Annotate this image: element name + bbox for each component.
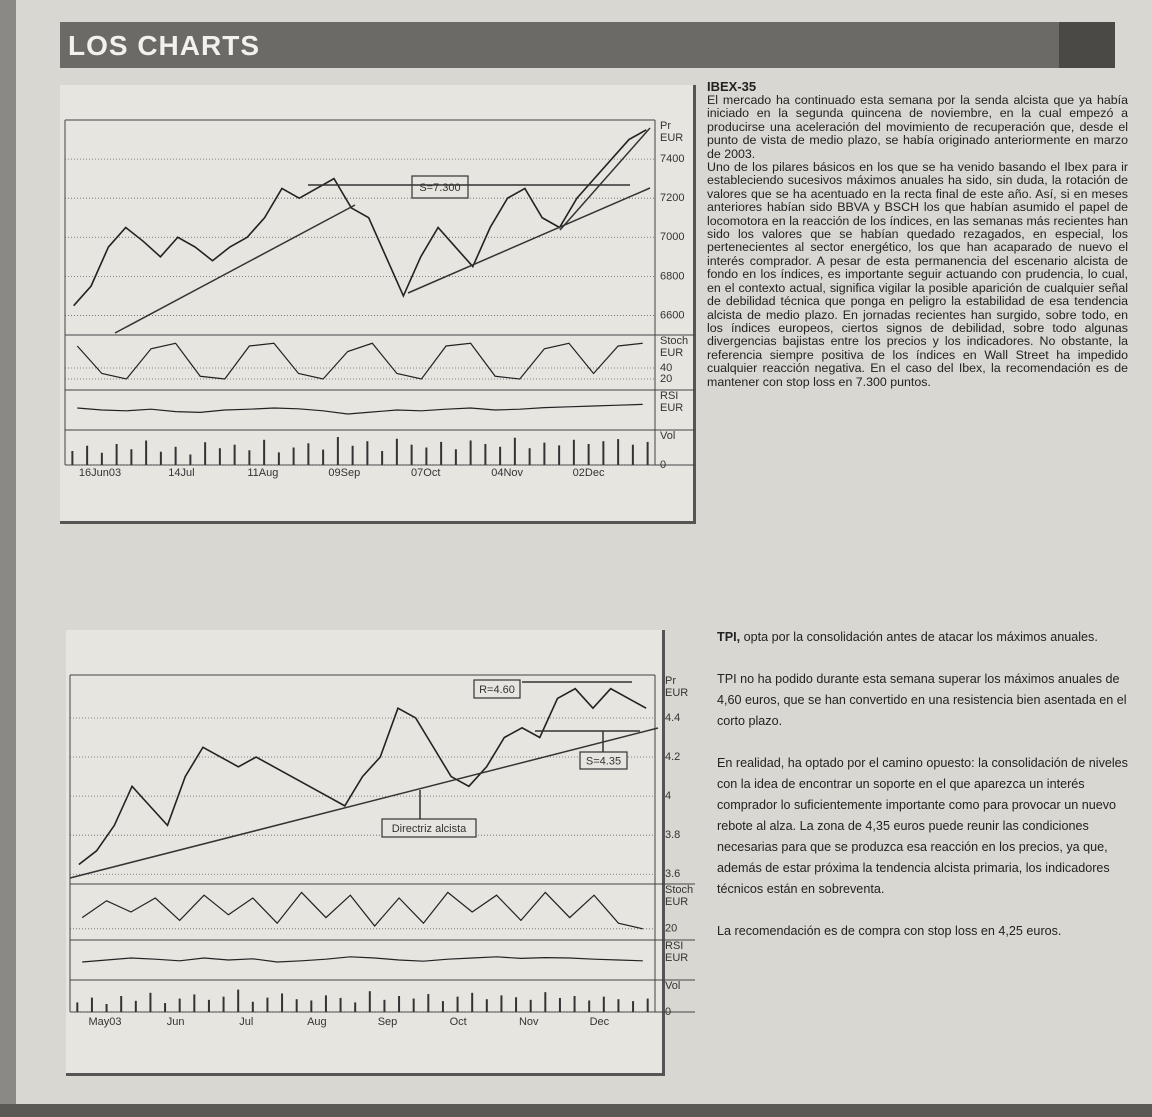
y-tick-label: 0 bbox=[660, 459, 666, 471]
panel-label: EUR bbox=[665, 687, 688, 699]
y-tick-label: 3.6 bbox=[665, 868, 680, 880]
panel-label: EUR bbox=[660, 347, 683, 359]
panel-label: Vol bbox=[665, 980, 680, 992]
y-tick-label: 40 bbox=[660, 362, 672, 374]
panel-label: Vol bbox=[660, 430, 675, 442]
bottom-bar bbox=[0, 1104, 1152, 1117]
price-line bbox=[73, 129, 647, 307]
header-end bbox=[1059, 22, 1115, 68]
x-tick-label: 04Nov bbox=[491, 467, 523, 479]
panel-label: Stoch bbox=[660, 335, 688, 347]
x-tick-label: May03 bbox=[88, 1016, 121, 1028]
panel-label: Pr bbox=[660, 120, 671, 132]
y-tick-label: 4 bbox=[665, 790, 671, 802]
header: LOS CHARTS bbox=[60, 22, 1115, 68]
x-tick-label: Nov bbox=[519, 1016, 539, 1028]
paragraph: El mercado ha continuado esta semana por… bbox=[707, 93, 1128, 161]
article-title: IBEX-35 bbox=[707, 79, 757, 94]
paragraph: La recomendación es de compra con stop l… bbox=[717, 924, 1062, 938]
y-tick-label: 7400 bbox=[660, 153, 684, 165]
x-tick-label: 14Jul bbox=[168, 467, 194, 479]
y-tick-label: 6800 bbox=[660, 270, 684, 282]
price-line bbox=[78, 687, 647, 866]
panel-label: Stoch bbox=[665, 884, 693, 896]
lead-text: opta por la consolidación antes de ataca… bbox=[740, 630, 1098, 644]
y-tick-label: 20 bbox=[660, 373, 672, 385]
annotation: R=4.60 bbox=[479, 684, 515, 696]
y-tick-label: 6600 bbox=[660, 309, 684, 321]
rsi-line bbox=[77, 403, 643, 415]
panel-label: RSI bbox=[660, 390, 678, 402]
trend-line bbox=[69, 727, 659, 879]
left-bar bbox=[0, 0, 16, 1117]
trend-line bbox=[559, 127, 651, 231]
y-tick-label: 3.8 bbox=[665, 829, 680, 841]
annotation-box bbox=[411, 175, 469, 199]
y-tick-label: 7000 bbox=[660, 231, 684, 243]
y-tick-label: 20 bbox=[665, 923, 677, 935]
x-tick-label: Dec bbox=[590, 1016, 610, 1028]
y-tick-label: 4.2 bbox=[665, 751, 680, 763]
trendlines bbox=[69, 127, 659, 879]
trend-line bbox=[114, 204, 356, 334]
annotation: S=7.300 bbox=[419, 182, 460, 194]
rsi-line bbox=[82, 956, 643, 963]
panel-label: EUR bbox=[660, 402, 683, 414]
x-tick-label: 16Jun03 bbox=[79, 467, 121, 479]
header-title: LOS CHARTS bbox=[68, 30, 260, 61]
panel-label: EUR bbox=[665, 952, 688, 964]
x-tick-label: 11Aug bbox=[247, 467, 278, 479]
paragraph: Uno de los pilares básicos en los que se… bbox=[707, 160, 1128, 389]
x-tick-label: Oct bbox=[450, 1016, 467, 1028]
annotation-box bbox=[473, 679, 521, 699]
trend-line bbox=[407, 187, 651, 294]
article: TPI, opta por la consolidación antes de … bbox=[717, 627, 1128, 963]
x-tick-label: Jul bbox=[239, 1016, 253, 1028]
paragraph: TPI no ha podido durante esta semana sup… bbox=[717, 672, 1127, 728]
x-tick-label: Jun bbox=[167, 1016, 185, 1028]
paragraph: En realidad, ha optado por el camino opu… bbox=[717, 756, 1128, 896]
chart-frame bbox=[60, 85, 696, 524]
annotation-box bbox=[381, 818, 477, 838]
stoch-line bbox=[76, 342, 643, 380]
x-tick-label: 02Dec bbox=[573, 467, 605, 479]
annotation: S=4.35 bbox=[586, 755, 621, 767]
y-tick-label: 4.4 bbox=[665, 712, 680, 724]
x-tick-label: Sep bbox=[378, 1016, 398, 1028]
x-tick-label: 07Oct bbox=[411, 467, 440, 479]
annotation: Directriz alcista bbox=[392, 823, 467, 835]
panel-label: EUR bbox=[665, 896, 688, 908]
x-tick-label: Aug bbox=[307, 1016, 327, 1028]
article-title: TPI, bbox=[717, 630, 741, 644]
panel-label: RSI bbox=[665, 940, 683, 952]
article: IBEX-35 El mercado ha continuado esta se… bbox=[707, 80, 1128, 389]
stoch-line bbox=[81, 891, 643, 930]
lead: TPI, opta por la consolidación antes de … bbox=[717, 627, 1128, 648]
x-tick-label: 09Sep bbox=[328, 467, 360, 479]
y-tick-label: 7200 bbox=[660, 192, 684, 204]
panel-label: Pr bbox=[665, 675, 676, 687]
panel-label: EUR bbox=[660, 132, 683, 144]
y-tick-label: 0 bbox=[665, 1006, 671, 1018]
